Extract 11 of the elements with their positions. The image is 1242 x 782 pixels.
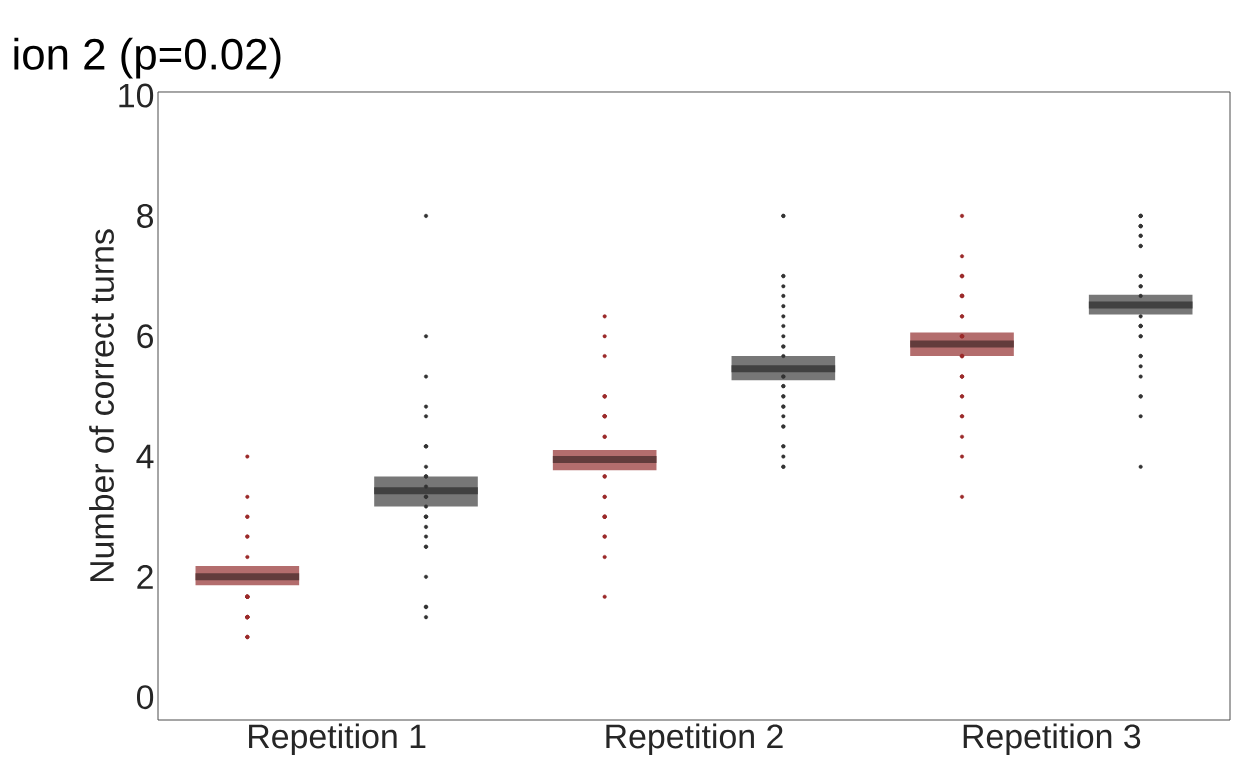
- y-tick-label: 8: [137, 203, 154, 228]
- y-tick-label: 10: [119, 83, 154, 108]
- y-axis-title: Number of correct turns: [89, 229, 114, 582]
- y-tick-label: 2: [137, 565, 153, 589]
- y-tick-label: 0: [136, 685, 154, 710]
- chart-title: ion 2 (p=0.02): [14, 37, 281, 79]
- y-tick-label: 4: [136, 444, 154, 469]
- x-tick-label: Repetition 3: [963, 723, 1141, 756]
- y-tick-label: 6: [137, 324, 153, 349]
- x-tick-label: Repetition 1: [249, 723, 426, 756]
- x-tick-label: Repetition 2: [606, 723, 783, 756]
